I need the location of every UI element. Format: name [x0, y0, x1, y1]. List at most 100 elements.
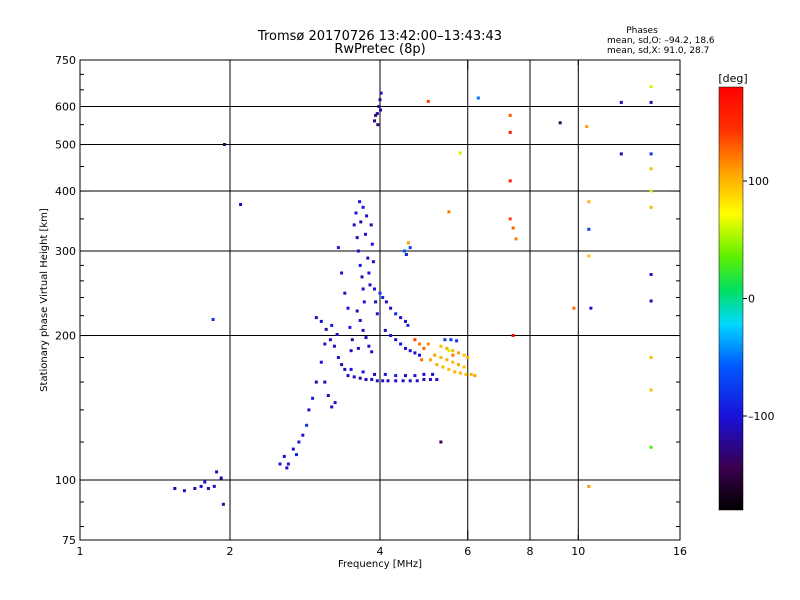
data-point: [447, 367, 451, 371]
data-point: [466, 356, 470, 359]
data-point: [356, 249, 360, 253]
data-point: [649, 445, 653, 449]
colorbar-tick-label: 100: [748, 175, 769, 188]
data-point: [394, 312, 398, 316]
data-point: [408, 349, 412, 353]
data-point: [348, 325, 352, 329]
data-point: [458, 151, 462, 155]
data-point: [401, 379, 405, 383]
data-point: [404, 253, 408, 256]
data-point: [451, 353, 455, 357]
data-point: [435, 378, 439, 381]
data-point: [336, 356, 340, 359]
data-point: [384, 300, 388, 304]
data-point: [358, 376, 362, 380]
data-point: [364, 378, 368, 381]
data-point: [447, 210, 451, 214]
data-point: [404, 346, 407, 350]
data-point: [426, 99, 430, 103]
data-point: [511, 226, 515, 230]
legend-line-o: mean, sd,O: –94.2, 18.6: [607, 36, 715, 46]
data-point: [587, 254, 591, 258]
x-tick-label: 8: [527, 545, 534, 558]
data-point: [435, 363, 439, 367]
data-point: [399, 342, 403, 346]
grid-lines: [80, 60, 680, 540]
y-axis-label: Stationary phase Virtual Height [km]: [39, 208, 50, 392]
data-point: [361, 328, 365, 332]
data-point: [360, 275, 364, 279]
chart-subtitle: RwPretec (8p): [334, 42, 425, 57]
data-point: [323, 380, 327, 384]
data-point: [305, 423, 309, 427]
data-point: [301, 433, 305, 437]
data-point: [404, 319, 407, 323]
data-point: [418, 353, 421, 357]
data-point: [295, 453, 298, 457]
y-tick-label: 100: [55, 474, 76, 487]
chart-title: Tromsø 20170726 13:42:00–13:43:43: [257, 29, 502, 44]
data-point: [439, 440, 443, 444]
data-point: [426, 342, 430, 346]
data-point: [445, 346, 449, 350]
data-point: [404, 374, 407, 378]
data-point: [420, 358, 424, 362]
data-point: [343, 291, 347, 295]
data-point: [366, 256, 370, 260]
data-point: [508, 130, 512, 134]
data-point: [221, 502, 225, 506]
data-point: [346, 374, 350, 378]
data-point: [369, 223, 373, 227]
data-point: [587, 484, 591, 488]
data-point: [619, 100, 623, 104]
data-point: [394, 374, 398, 378]
data-point: [374, 300, 378, 304]
data-point: [453, 370, 457, 374]
data-point: [381, 296, 385, 299]
data-point: [307, 408, 311, 412]
data-point: [558, 121, 562, 125]
data-point: [370, 242, 374, 246]
data-point: [457, 351, 460, 355]
data-point: [458, 371, 462, 375]
data-point: [378, 291, 382, 295]
data-point: [394, 338, 398, 342]
data-point: [422, 372, 426, 376]
data-point: [355, 236, 359, 240]
data-point: [443, 338, 447, 342]
data-point: [649, 85, 653, 89]
data-point: [439, 356, 443, 359]
data-point: [368, 283, 372, 287]
data-point: [223, 143, 226, 146]
data-point: [375, 379, 379, 383]
data-point: [572, 306, 576, 310]
data-point: [330, 323, 334, 327]
data-point: [508, 217, 512, 221]
data-point: [408, 379, 412, 383]
data-point: [324, 327, 328, 331]
data-point: [422, 346, 426, 350]
data-point: [403, 249, 406, 253]
data-point: [649, 205, 653, 209]
data-point: [361, 205, 365, 209]
x-tick-label: 6: [464, 545, 471, 558]
data-point: [433, 353, 437, 357]
data-point: [193, 487, 197, 490]
data-point: [431, 372, 435, 376]
y-tick-label: 500: [55, 139, 76, 152]
data-point: [587, 227, 591, 231]
data-point: [370, 378, 374, 381]
colorbar-label: [deg]: [718, 72, 747, 85]
data-point: [328, 338, 332, 342]
data-point: [449, 338, 453, 342]
data-point: [314, 316, 318, 320]
data-point: [278, 462, 282, 466]
y-tick-label: 200: [55, 330, 76, 343]
data-point: [219, 476, 223, 480]
data-point: [619, 152, 623, 156]
plot-frame: [79, 59, 681, 541]
data-point: [359, 220, 363, 224]
data-point: [422, 378, 426, 381]
legend-title: Phases: [626, 26, 658, 36]
